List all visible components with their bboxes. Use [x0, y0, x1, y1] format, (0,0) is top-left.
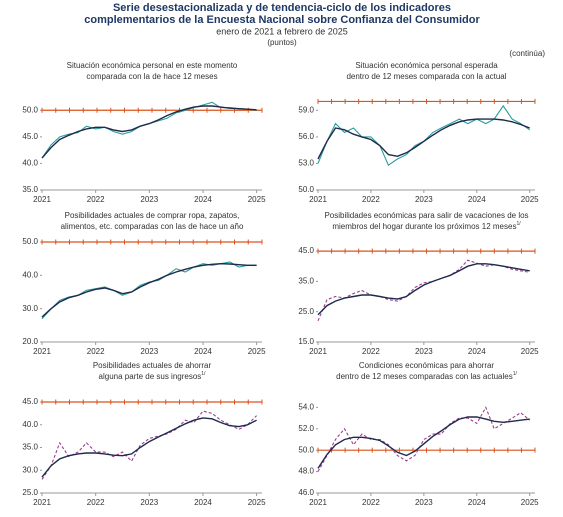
chart-title: dentro de 12 meses comparadas con las ac…: [336, 371, 517, 381]
y-tick-label: 46.0: [298, 488, 314, 497]
x-tick-label: 2025: [248, 195, 266, 204]
x-tick-label: 2023: [140, 498, 158, 507]
x-tick-label: 2022: [362, 498, 380, 507]
y-tick-label: 30.0: [22, 465, 38, 474]
x-tick-label: 2024: [194, 347, 212, 356]
x-tick-label: 2021: [33, 195, 51, 204]
x-tick-label: 2025: [521, 347, 539, 356]
x-tick-label: 2022: [87, 498, 105, 507]
x-tick-label: 2021: [33, 347, 51, 356]
y-tick-label: 45.0: [22, 132, 38, 141]
y-tick-label: 48.0: [298, 467, 314, 476]
note-mark: 1/: [513, 371, 518, 377]
y-tick-label: 40.0: [22, 270, 38, 279]
series-line: [317, 406, 531, 472]
chart-title-text: dentro de 12 meses comparadas con las ac…: [336, 372, 513, 381]
x-tick-label: 2022: [87, 195, 105, 204]
y-tick-label: 40.0: [22, 159, 38, 168]
chart-title: miembros del hogar durante los próximos …: [332, 221, 521, 231]
y-tick-label: 50.0: [298, 185, 314, 194]
series-line: [317, 118, 530, 160]
x-tick-label: 2025: [521, 498, 539, 507]
x-tick-label: 2023: [415, 347, 433, 356]
y-tick-label: 56.0: [298, 132, 314, 141]
x-tick-label: 2024: [468, 347, 486, 356]
series-line: [41, 410, 257, 480]
series-line: [317, 104, 531, 167]
title-line: Serie desestacionalizada y de tendencia-…: [113, 2, 451, 14]
x-tick-label: 2024: [194, 195, 212, 204]
series-line: [41, 262, 257, 318]
chart-title: Situación económica personal en este mom…: [67, 61, 238, 70]
x-tick-label: 2022: [362, 347, 380, 356]
series-line: [317, 263, 530, 316]
y-tick-label: 15.0: [298, 337, 314, 346]
x-tick-label: 2025: [521, 195, 539, 204]
y-tick-label: 25.0: [22, 488, 38, 497]
chart-title: Posibilidades actuales de ahorrar: [93, 361, 212, 370]
x-tick-label: 2024: [194, 498, 212, 507]
chart-title: dentro de 12 meses comparada con la actu…: [346, 72, 506, 81]
subtitle: enero de 2021 a febrero de 2025: [216, 26, 348, 36]
units: (puntos): [267, 38, 297, 47]
y-tick-label: 40.0: [22, 420, 38, 429]
chart-title: Condiciones económicas para ahorrar: [359, 361, 495, 370]
series-line: [41, 417, 257, 478]
y-tick-label: 53.0: [298, 159, 314, 168]
y-tick-label: 50.0: [22, 105, 38, 114]
x-tick-label: 2025: [248, 498, 266, 507]
chart-title: Posibilidades económicas para salir de v…: [324, 211, 528, 220]
x-tick-label: 2023: [140, 347, 158, 356]
x-tick-label: 2021: [309, 347, 327, 356]
y-tick-label: 59.0: [298, 105, 314, 114]
x-tick-label: 2024: [468, 498, 486, 507]
y-tick-label: 50.0: [298, 445, 314, 454]
x-tick-label: 2025: [248, 347, 266, 356]
series-line: [41, 261, 257, 320]
y-tick-label: 45.0: [22, 397, 38, 406]
chart-title-text: miembros del hogar durante los próximos …: [332, 222, 516, 231]
y-tick-label: 20.0: [22, 337, 38, 346]
continues: (continúa): [509, 49, 545, 58]
chart-title-text: alguna parte de sus ingresos: [99, 372, 202, 381]
x-tick-label: 2023: [415, 195, 433, 204]
title-line: complementarios de la Encuesta Nacional …: [84, 14, 480, 26]
y-tick-label: 35.0: [298, 277, 314, 286]
x-tick-label: 2022: [87, 347, 105, 356]
y-tick-label: 54.0: [298, 402, 314, 411]
note-mark: 1/: [201, 371, 206, 377]
chart-title: comparada con la de hace 12 meses: [86, 72, 217, 81]
y-tick-label: 45.0: [298, 246, 314, 255]
chart-title: alimentos, etc. comparadas con las de ha…: [61, 222, 244, 231]
y-tick-label: 25.0: [298, 307, 314, 316]
x-tick-label: 2021: [309, 195, 327, 204]
chart-title: Situación económica personal esperada: [355, 61, 498, 70]
x-tick-label: 2021: [309, 498, 327, 507]
chart-title: alguna parte de sus ingresos1/: [99, 371, 207, 381]
y-tick-label: 35.0: [22, 185, 38, 194]
note-mark: 1/: [516, 221, 521, 227]
y-tick-label: 52.0: [298, 424, 314, 433]
y-tick-label: 35.0: [22, 443, 38, 452]
series-line: [317, 259, 530, 322]
y-tick-label: 50.0: [22, 237, 38, 246]
x-tick-label: 2021: [33, 498, 51, 507]
y-tick-label: 30.0: [22, 304, 38, 313]
x-tick-label: 2024: [468, 195, 486, 204]
x-tick-label: 2022: [362, 195, 380, 204]
series-line: [41, 105, 257, 159]
x-tick-label: 2023: [140, 195, 158, 204]
series-line: [317, 416, 530, 469]
chart-title: Posibilidades actuales de comprar ropa, …: [65, 211, 240, 220]
x-tick-label: 2023: [415, 498, 433, 507]
